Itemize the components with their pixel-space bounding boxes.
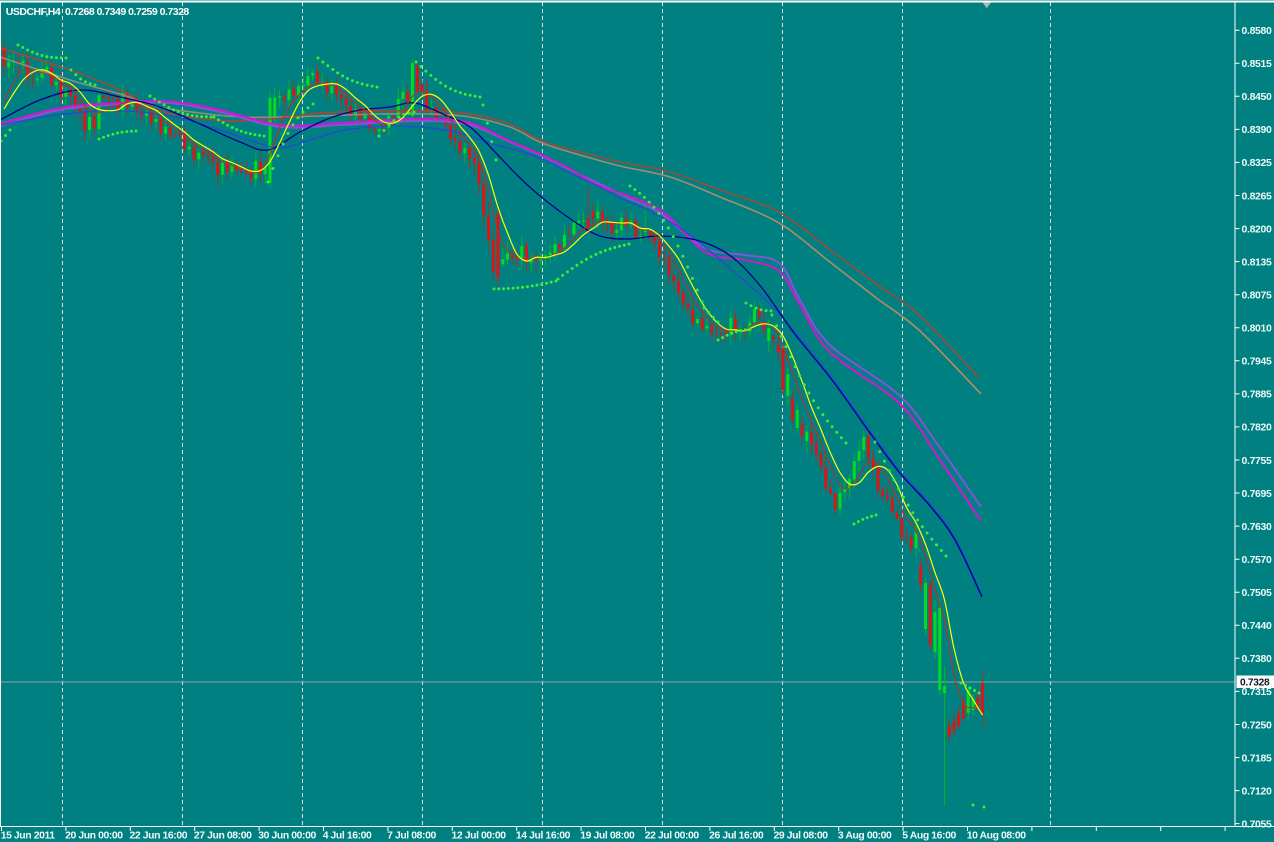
svg-text:0.7250: 0.7250: [1242, 720, 1273, 731]
svg-text:0.7055: 0.7055: [1242, 819, 1273, 830]
svg-text:0.7440: 0.7440: [1242, 621, 1273, 632]
svg-text:0.7630: 0.7630: [1242, 522, 1273, 533]
svg-text:0.7380: 0.7380: [1242, 654, 1273, 665]
svg-text:0.8135: 0.8135: [1242, 257, 1273, 268]
svg-text:0.8450: 0.8450: [1242, 92, 1273, 103]
svg-text:0.7315: 0.7315: [1242, 687, 1273, 698]
svg-text:29 Jul 08:00: 29 Jul 08:00: [774, 831, 829, 842]
svg-text:0.8265: 0.8265: [1242, 191, 1273, 202]
svg-text:0.7185: 0.7185: [1242, 753, 1273, 764]
svg-text:0.7820: 0.7820: [1242, 423, 1273, 434]
svg-text:7 Jul 08:00: 7 Jul 08:00: [387, 831, 436, 842]
svg-text:0.7505: 0.7505: [1242, 588, 1273, 599]
svg-text:0.8010: 0.8010: [1242, 324, 1273, 335]
svg-text:0.7885: 0.7885: [1242, 390, 1273, 401]
svg-text:0.7945: 0.7945: [1242, 357, 1273, 368]
svg-text:0.8325: 0.8325: [1242, 158, 1273, 169]
svg-text:12 Jul 00:00: 12 Jul 00:00: [452, 831, 507, 842]
svg-text:27 Jun 08:00: 27 Jun 08:00: [194, 831, 252, 842]
svg-text:0.7695: 0.7695: [1242, 489, 1273, 500]
svg-text:10 Aug 08:00: 10 Aug 08:00: [967, 831, 1027, 842]
svg-text:20 Jun 00:00: 20 Jun 00:00: [65, 831, 123, 842]
svg-text:USDCHF,H4 0.7268 0.7349 0.725: USDCHF,H4 0.7268 0.7349 0.7259 0.7328: [6, 6, 190, 18]
svg-text:30 Jun 00:00: 30 Jun 00:00: [258, 831, 316, 842]
svg-text:0.7755: 0.7755: [1242, 456, 1273, 467]
svg-text:0.8580: 0.8580: [1242, 26, 1273, 37]
svg-text:4 Jul 16:00: 4 Jul 16:00: [323, 831, 372, 842]
svg-text:0.8390: 0.8390: [1242, 125, 1273, 136]
svg-text:0.8200: 0.8200: [1242, 224, 1273, 235]
svg-text:19 Jul 08:00: 19 Jul 08:00: [580, 831, 635, 842]
svg-text:0.7120: 0.7120: [1242, 786, 1273, 797]
svg-text:0.8075: 0.8075: [1242, 291, 1273, 302]
svg-text:0.7570: 0.7570: [1242, 555, 1273, 566]
svg-text:22 Jul 00:00: 22 Jul 00:00: [645, 831, 700, 842]
svg-text:3 Aug 00:00: 3 Aug 00:00: [838, 831, 892, 842]
svg-text:0.8515: 0.8515: [1242, 59, 1273, 70]
svg-text:22 Jun 16:00: 22 Jun 16:00: [130, 831, 188, 842]
svg-text:14 Jul 16:00: 14 Jul 16:00: [516, 831, 571, 842]
svg-text:26 Jul 16:00: 26 Jul 16:00: [709, 831, 764, 842]
svg-text:5 Aug 16:00: 5 Aug 16:00: [902, 831, 956, 842]
svg-text:0.7328: 0.7328: [1240, 678, 1270, 689]
svg-text:15 Jun 2011: 15 Jun 2011: [1, 831, 56, 842]
